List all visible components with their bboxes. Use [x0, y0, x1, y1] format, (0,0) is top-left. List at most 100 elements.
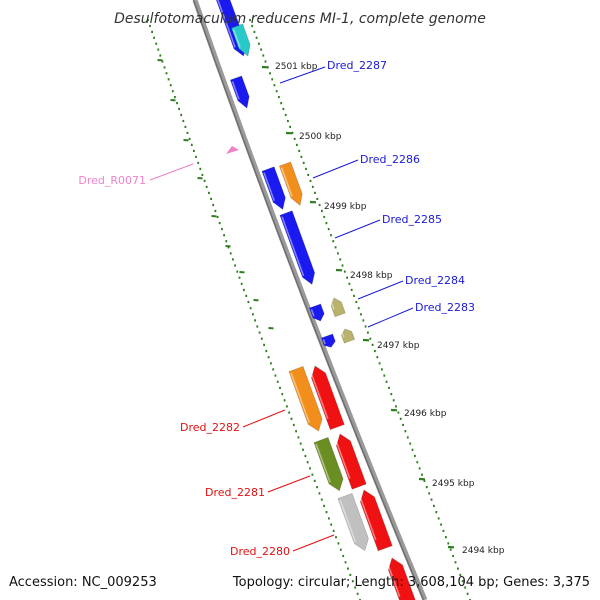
outer-track-dot [272, 368, 275, 371]
outer-track-dot [313, 479, 316, 482]
inner-track-dot [437, 517, 440, 520]
label-leader-line [367, 307, 414, 328]
inner-track-dot [452, 554, 454, 558]
gene-arrow [278, 161, 303, 207]
inner-track-dot [411, 448, 414, 451]
inner-track-dot [339, 258, 342, 261]
gene-arrow-body [387, 557, 417, 600]
inner-track-dot [362, 319, 365, 322]
gene-arrow [358, 489, 393, 552]
gene-label: Dred_2285 [382, 213, 442, 226]
outer-track-dot [195, 155, 197, 158]
outer-track-dot [176, 102, 178, 105]
inner-track-dot [454, 561, 457, 564]
inner-track-dot [271, 78, 274, 81]
inner-track-dot [350, 288, 353, 291]
inner-track-dot [459, 573, 462, 576]
outer-track-dot [159, 54, 162, 57]
outer-track-dot [325, 511, 328, 514]
gene-arrow [340, 328, 356, 344]
inner-track-dot [466, 592, 469, 595]
inner-track-dot [364, 325, 367, 328]
gene-arrow-shine [263, 172, 275, 202]
outer-track-dot [236, 270, 239, 273]
gene-arrow-shine [341, 331, 345, 338]
gene-arrow [229, 75, 250, 109]
gene-labels: Dred_2287 Dred_2286 Dred_2285 Dred_2284 Dred… [78, 59, 475, 558]
inner-track-dot [282, 107, 285, 111]
inner-track-dot [343, 270, 346, 273]
outer-track-dot [260, 337, 263, 340]
gene-arrow-body [229, 75, 250, 109]
inner-track-dot [321, 209, 323, 213]
inner-track-dot [355, 300, 358, 304]
gene-label: Dred_2284 [405, 274, 465, 287]
gene-arrow [308, 303, 325, 322]
outer-track-dot [351, 580, 354, 583]
outer-track-dot [223, 234, 225, 237]
gene-arrow [386, 557, 417, 600]
outer-track-dot [153, 36, 155, 39]
inner-track-dot [291, 131, 294, 134]
inner-track-dot [327, 228, 330, 231]
gene-arrow [309, 365, 345, 431]
gene-arrow-shine [315, 443, 331, 483]
inner-track-dot [416, 461, 419, 464]
gene-arrow-shine [322, 339, 326, 345]
outer-track-dot [297, 436, 300, 439]
outer-track-dot [337, 542, 340, 545]
inner-track-dot [269, 72, 271, 75]
outer-track-dot [299, 442, 302, 445]
map-title: Desulfotomaculum reducens MI-1, complete… [114, 11, 486, 27]
outer-track-dot [234, 264, 236, 267]
inner-track-dot [289, 125, 291, 128]
gene-arrow [313, 436, 344, 492]
tick-label: 2496 kbp [404, 409, 447, 419]
outer-track-dot [332, 529, 335, 532]
label-leader-line [292, 534, 335, 552]
outer-track-dot [157, 48, 160, 51]
gene-arrow-body [359, 489, 393, 552]
inner-track-dot [383, 374, 386, 377]
outer-track-dot [288, 411, 291, 414]
outer-track-dot [281, 393, 284, 396]
gene-arrow [288, 365, 323, 432]
backbone-line [192, 0, 428, 600]
outer-track-dot [227, 246, 230, 249]
inner-track-dot [425, 486, 428, 489]
label-leader-line [279, 66, 326, 84]
inner-track-dot [316, 197, 319, 200]
outer-track-dot [245, 294, 248, 297]
inner-track-dot [442, 529, 445, 532]
accession-text: Accession: NC_009253 [9, 575, 157, 590]
inner-track-dot [371, 343, 374, 346]
outer-track-dot [161, 60, 164, 63]
outer-track-dot [302, 448, 304, 451]
outer-track-dot [243, 288, 245, 291]
gene-arrow-body [288, 365, 323, 432]
gene-arrow-body [261, 166, 286, 211]
label-leader-line [267, 475, 311, 493]
gene-arrow [261, 166, 286, 211]
outer-track-dot [151, 30, 153, 33]
outer-track-dot [263, 343, 265, 346]
gene-label: Dred_2281 [205, 486, 265, 499]
gene-arrow-shine [358, 493, 377, 541]
inner-track-dot [435, 511, 438, 514]
outer-track-dot [247, 300, 250, 304]
outer-track-dot [193, 149, 195, 152]
gene-arrow-shine [281, 216, 305, 277]
inner-track-dot [298, 149, 301, 152]
gene-arrow-body [279, 210, 316, 286]
outer-track-dot [218, 222, 221, 225]
outer-track-dot [258, 331, 261, 334]
inner-track-dot [334, 246, 337, 249]
tick-label: 2499 kbp [324, 202, 367, 212]
inner-track-dot [251, 24, 254, 28]
gene-arrow [334, 433, 367, 490]
inner-track-dot [385, 380, 388, 383]
outer-track-dot [149, 24, 151, 28]
inner-track-dot [433, 504, 435, 507]
inner-track-dot [397, 411, 400, 414]
